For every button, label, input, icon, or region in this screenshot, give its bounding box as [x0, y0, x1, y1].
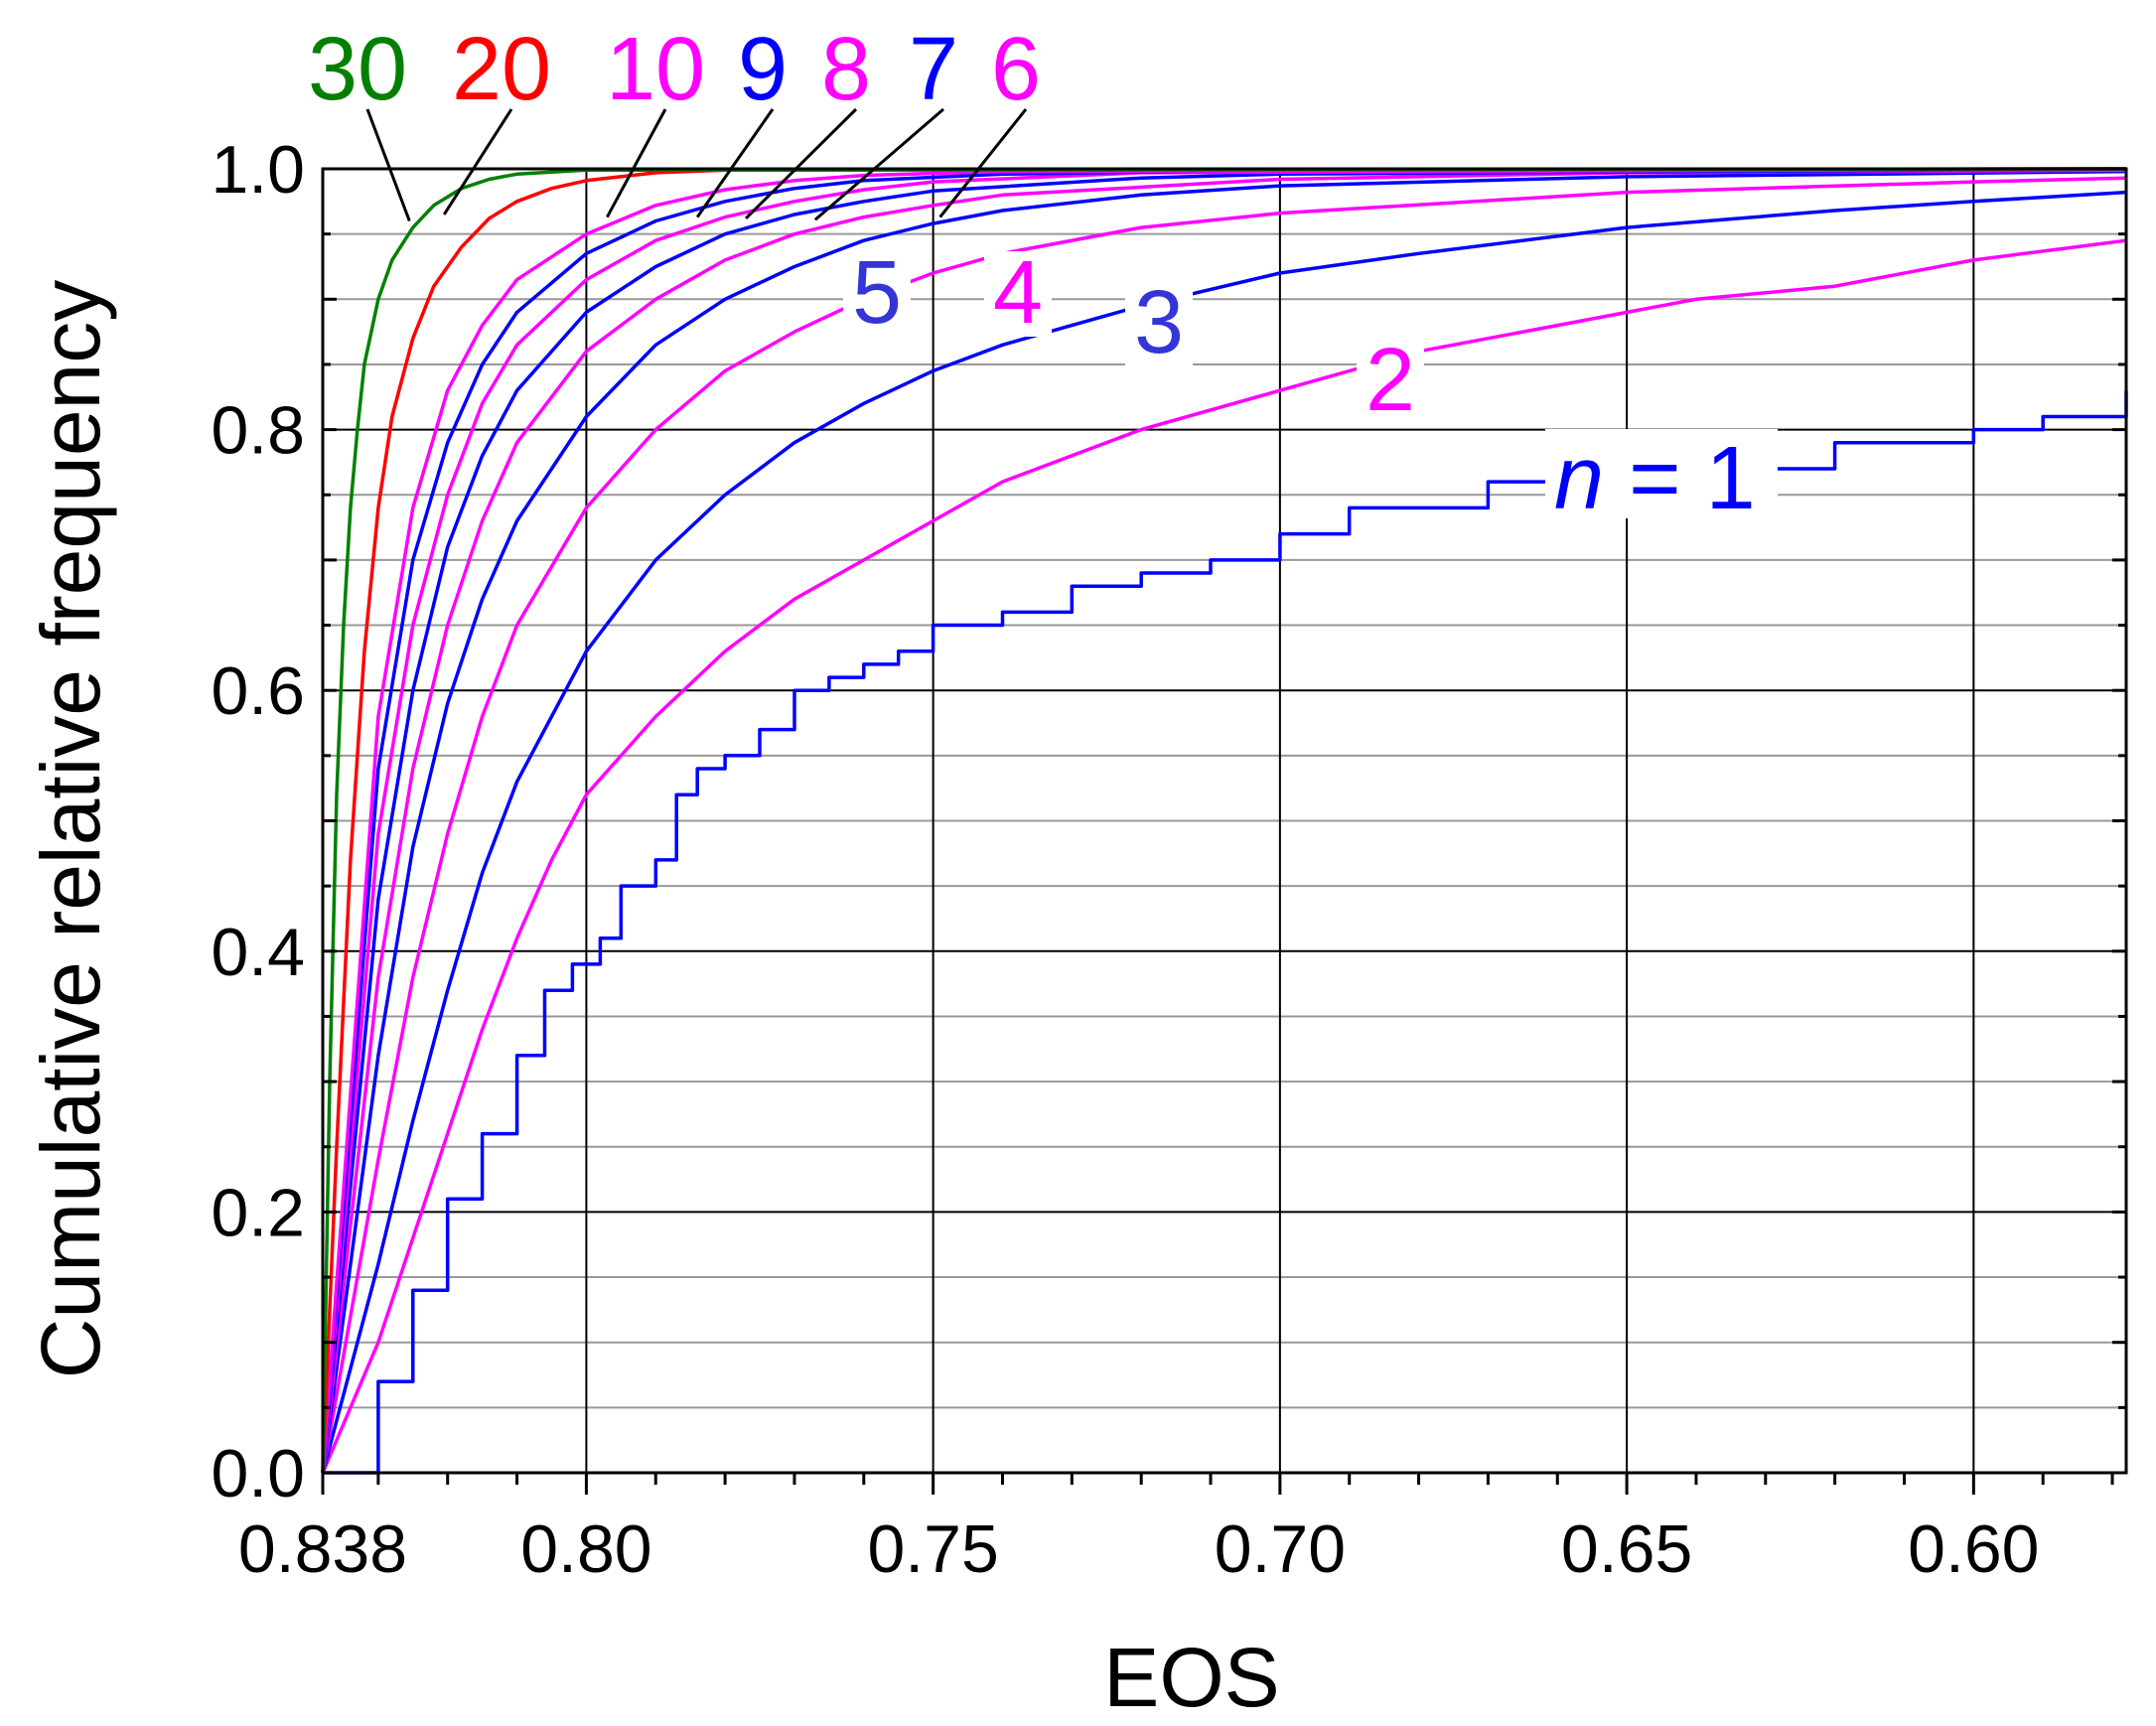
- curve-label-n10: 10: [606, 20, 705, 119]
- leader-line-n30: [365, 108, 411, 222]
- curve-label-n3: 3: [1134, 273, 1184, 372]
- curve-label-bg: [1357, 339, 1424, 424]
- x-tick-label: 0.60: [1908, 1511, 2039, 1587]
- curve-label-n6: 6: [991, 20, 1041, 119]
- plot-frame: [321, 167, 2128, 1495]
- curve-label-n7: 7: [909, 20, 958, 119]
- series-line-n6: [321, 168, 2127, 1474]
- leader-lines: [365, 107, 1028, 222]
- y-tick-label: 0.0: [211, 1436, 305, 1511]
- curve-labels: 30 20 10 9 8 7 6 5 4 3 2 n = 1: [308, 20, 1778, 528]
- series-layer: [321, 167, 2128, 1475]
- y-tick-label: 0.4: [211, 915, 305, 990]
- y-axis-title: Cumulative relative frequency: [24, 280, 117, 1379]
- leader-line-n6: [938, 108, 1028, 218]
- curve-label-n-symbol: n: [1554, 429, 1604, 528]
- x-tick-label: 0.838: [238, 1511, 407, 1587]
- series-line-n9: [321, 167, 2127, 1474]
- series-line-n1: [323, 390, 2128, 1475]
- curve-label-n30: 30: [308, 20, 407, 119]
- curve-label-n5: 5: [852, 243, 902, 343]
- series-line-n30: [321, 167, 2127, 1474]
- leader-line-n10: [606, 108, 667, 218]
- curve-label-bg: [1545, 429, 1778, 518]
- curve-label-n2: 2: [1365, 331, 1415, 430]
- series-line-n5: [321, 169, 2127, 1474]
- series-line-n4: [321, 176, 2127, 1474]
- curve-label-n9: 9: [738, 20, 788, 119]
- leader-line-n20: [442, 108, 513, 216]
- curve-label-n8: 8: [821, 20, 871, 119]
- grid: [323, 168, 2126, 1474]
- leader-line-n9: [695, 108, 775, 218]
- curve-label-bg: [843, 251, 911, 337]
- x-tick-label: 0.75: [867, 1511, 998, 1587]
- series-line-n2: [321, 238, 2127, 1474]
- curve-label-n20: 20: [452, 20, 551, 119]
- series-line-n20: [321, 167, 2127, 1474]
- curve-label-bg: [984, 251, 1052, 337]
- x-axis-title: EOS: [1103, 1631, 1279, 1724]
- tick-labels: 0.0 0.2 0.4 0.6 0.8 1.0 0.838 0.80 0.75 0.70 0.65 0…: [211, 132, 2039, 1587]
- curve-label-n4: 4: [993, 243, 1043, 343]
- x-tick-label: 0.70: [1215, 1511, 1346, 1587]
- y-tick-label: 1.0: [211, 132, 305, 208]
- y-tick-label: 0.6: [211, 653, 305, 729]
- curve-label-bg: [1125, 281, 1193, 366]
- y-tick-label: 0.8: [211, 393, 305, 469]
- y-tick-label: 0.2: [211, 1175, 305, 1250]
- leader-line-n7: [813, 107, 944, 221]
- series-line-n8: [321, 167, 2127, 1474]
- series-line-n3: [321, 190, 2127, 1474]
- x-tick-label: 0.65: [1561, 1511, 1692, 1587]
- curve-label-n-value: = 1: [1604, 429, 1756, 528]
- x-tick-label: 0.80: [520, 1511, 651, 1587]
- curve-label-n1: n = 1: [1554, 429, 1756, 528]
- series-line-n7: [321, 167, 2127, 1474]
- leader-line-n8: [745, 107, 858, 219]
- series-line-n10: [321, 167, 2127, 1474]
